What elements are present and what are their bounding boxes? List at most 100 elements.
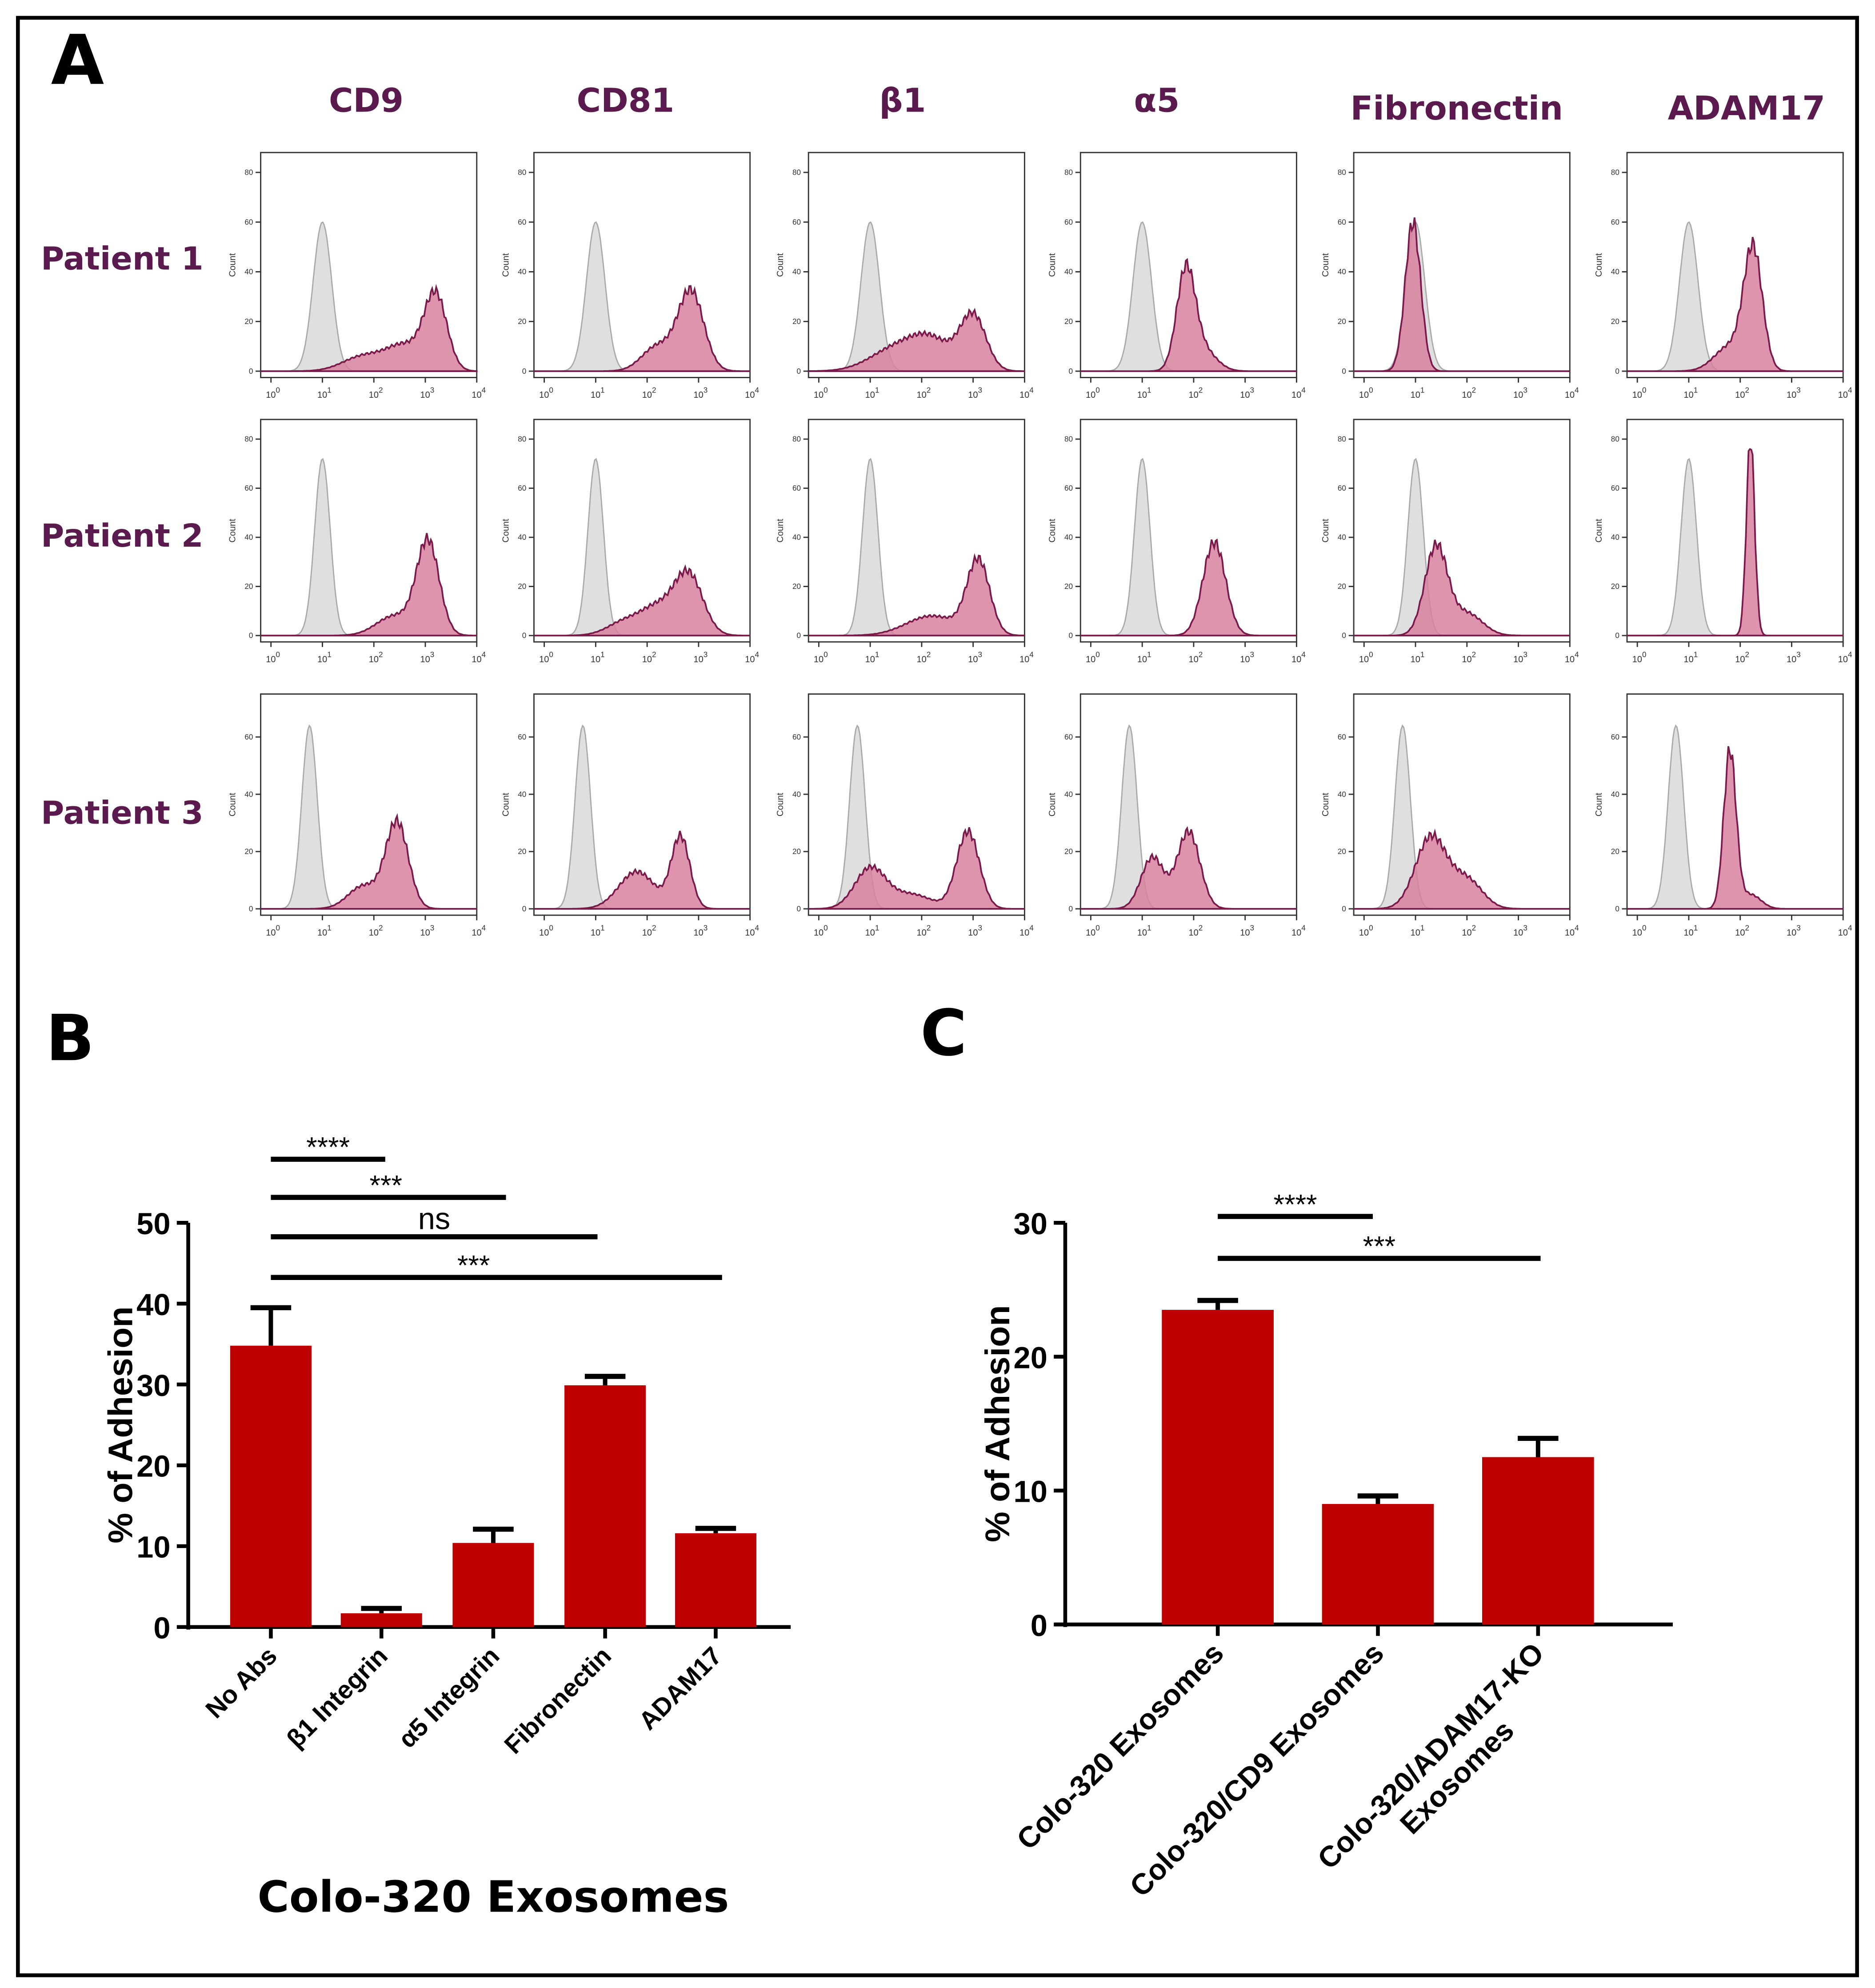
y-tick-label: 40 [792,533,801,542]
y-tick-label: 80 [518,435,526,444]
bar [1322,1504,1434,1625]
x-tick-exponent: 3 [430,386,435,395]
y-tick-label: 40 [1338,533,1346,542]
y-tick-label: 60 [244,217,253,226]
y-tick-label: 40 [518,790,526,799]
panel-label-a: A [51,21,104,100]
y-tick-label: 40 [244,267,253,276]
x-tick-exponent: 2 [927,386,931,395]
x-tick-exponent: 0 [1095,924,1100,932]
x-tick-exponent: 0 [824,386,828,395]
x-tick-exponent: 3 [978,650,982,659]
y-tick-label: 20 [1064,317,1073,326]
marker-title: CD81 [577,81,675,120]
y-axis-label: Count [1047,792,1057,816]
bar [1162,1310,1274,1625]
y-tick-label: 50 [136,1207,170,1241]
y-tick-label: 20 [1611,317,1619,326]
y-tick-label: 80 [1611,435,1619,444]
x-tick-exponent: 4 [482,924,486,932]
x-tick-exponent: 0 [549,386,553,395]
bar [452,1543,534,1627]
x-tick-exponent: 1 [1420,386,1425,395]
y-tick-label: 60 [1338,732,1346,741]
y-tick-label: 0 [522,904,527,913]
x-tick-exponent: 3 [430,650,435,659]
y-tick-label: 80 [1064,168,1073,177]
y-tick-label: 0 [249,904,253,913]
marker-title: ADAM17 [1668,89,1825,128]
x-tick-exponent: 2 [652,924,656,932]
y-tick-label: 20 [518,582,526,591]
y-tick-label: 0 [153,1611,170,1645]
significance-label: *** [1363,1231,1395,1262]
x-tick-exponent: 2 [1745,924,1750,932]
y-tick-label: 40 [136,1288,170,1322]
x-tick-exponent: 2 [379,924,383,932]
y-tick-label: 0 [797,367,801,376]
y-tick-label: 60 [1064,732,1073,741]
y-tick-label: 20 [518,847,526,856]
y-tick-label: 20 [1014,1340,1047,1375]
x-tick-exponent: 1 [875,924,880,932]
x-tick-exponent: 2 [1745,386,1750,395]
x-tick-exponent: 4 [1848,650,1852,659]
panel-label-c: C [920,996,967,1070]
x-tick-exponent: 3 [978,386,982,395]
y-tick-label: 20 [1064,582,1073,591]
significance-label: ns [418,1202,450,1236]
x-tick-exponent: 0 [549,924,553,932]
x-tick-exponent: 1 [600,386,605,395]
y-axis-label: Count [228,519,237,543]
y-tick-label: 40 [1064,267,1073,276]
x-tick-exponent: 1 [327,386,332,395]
y-tick-label: 60 [518,732,526,741]
x-tick-exponent: 0 [549,650,553,659]
x-tick-exponent: 4 [482,386,486,395]
x-tick-exponent: 4 [1575,386,1579,395]
histogram-frame [1353,152,1571,378]
x-tick-exponent: 1 [1147,924,1151,932]
stain-histogram [1627,236,1843,372]
y-axis-label: Count [1047,519,1057,543]
x-tick-exponent: 4 [1848,386,1852,395]
y-tick-label: 0 [522,367,527,376]
x-tick-exponent: 3 [1250,386,1254,395]
x-tick-exponent: 1 [1420,924,1425,932]
panel-label-b: B [46,1001,94,1075]
x-tick-exponent: 3 [1523,924,1527,932]
y-tick-label: 0 [1069,904,1073,913]
x-tick-exponent: 4 [1029,924,1034,932]
x-tick-exponent: 0 [1369,924,1373,932]
x-tick-exponent: 4 [1301,924,1306,932]
chart-title: Colo-320 Exosomes [257,1872,729,1922]
y-tick-label: 20 [792,847,801,856]
x-tick-exponent: 3 [1796,924,1801,932]
y-tick-label: 40 [518,533,526,542]
y-tick-label: 40 [1064,790,1073,799]
y-tick-label: 60 [1611,217,1619,226]
histogram-frame [1353,419,1571,643]
marker-title: β1 [879,81,926,120]
y-tick-label: 60 [1611,732,1619,741]
x-tick-exponent: 3 [704,650,708,659]
x-tick-exponent: 1 [1694,386,1698,395]
x-tick-exponent: 2 [652,650,656,659]
x-tick-exponent: 2 [1745,650,1750,659]
y-tick-label: 60 [518,484,526,492]
patient-label: Patient 2 [41,517,204,554]
y-tick-label: 80 [244,168,253,177]
x-tick-exponent: 2 [1199,386,1203,395]
y-axis-label: Count [228,253,237,277]
bar [675,1533,756,1627]
significance-label: *** [370,1170,402,1201]
histogram-frame [533,419,751,643]
x-tick-exponent: 1 [1694,650,1698,659]
stain-histogram [1354,828,1570,910]
x-tick-exponent: 2 [1472,650,1476,659]
x-tick-exponent: 1 [600,924,605,932]
